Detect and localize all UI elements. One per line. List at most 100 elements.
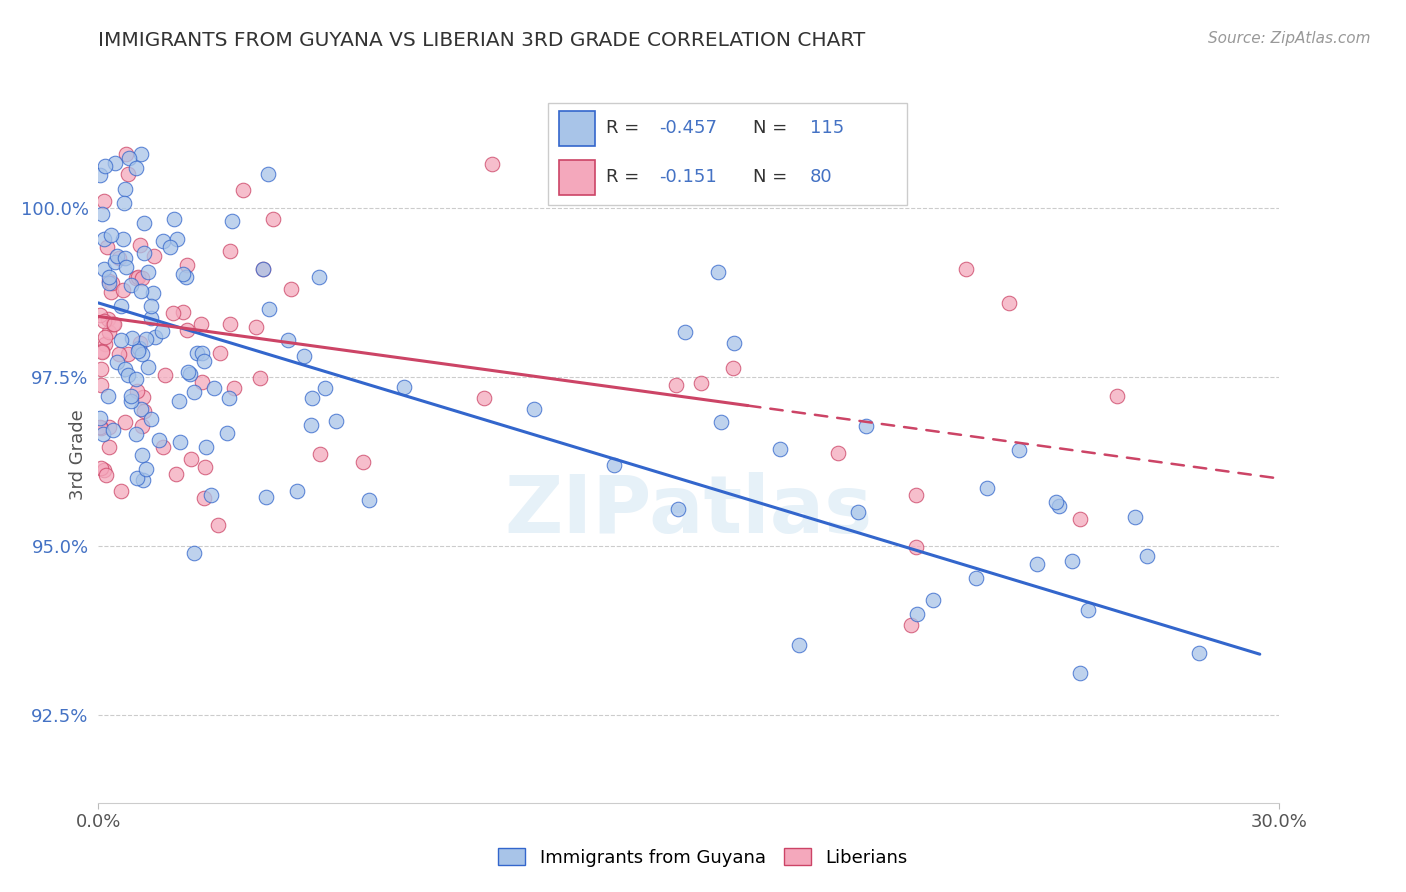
Point: [114, 252, 136, 266]
Point: [221, 214, 243, 228]
Point: [252, 262, 274, 277]
Point: [194, 459, 217, 474]
Point: [112, 283, 135, 297]
FancyBboxPatch shape: [560, 111, 595, 145]
Point: [98, 420, 121, 434]
Point: [522, 402, 544, 417]
Point: [257, 301, 280, 316]
Point: [207, 518, 229, 533]
Point: [114, 362, 136, 376]
Point: [666, 501, 689, 516]
Point: [955, 261, 977, 276]
Point: [152, 234, 174, 248]
Point: [101, 317, 124, 331]
Point: [114, 182, 136, 196]
Point: [97, 326, 120, 340]
Point: [131, 418, 153, 433]
Point: [114, 415, 136, 429]
Point: [285, 484, 308, 499]
Point: [120, 388, 142, 402]
Point: [129, 285, 152, 299]
Point: [252, 262, 274, 277]
Text: IMMIGRANTS FROM GUYANA VS LIBERIAN 3RD GRADE CORRELATION CHART: IMMIGRANTS FROM GUYANA VS LIBERIAN 3RD G…: [98, 31, 866, 50]
Point: [169, 434, 191, 449]
Point: [159, 240, 181, 254]
Point: [232, 183, 254, 197]
Point: [257, 167, 280, 181]
Point: [120, 394, 142, 409]
Point: [125, 372, 148, 386]
Point: [93, 314, 115, 328]
Point: [673, 325, 696, 339]
Point: [186, 345, 208, 359]
Point: [142, 249, 165, 263]
Point: [167, 393, 190, 408]
Point: [97, 269, 120, 284]
Point: [965, 571, 987, 585]
Point: [135, 333, 157, 347]
Point: [117, 368, 139, 383]
Point: [94, 467, 117, 482]
Point: [129, 401, 152, 416]
Point: [110, 483, 132, 498]
Point: [93, 194, 115, 208]
Point: [125, 384, 148, 398]
Y-axis label: 3rd Grade: 3rd Grade: [69, 409, 87, 500]
Point: [166, 232, 188, 246]
Point: [127, 343, 149, 358]
FancyBboxPatch shape: [560, 160, 595, 194]
Point: [90, 421, 112, 435]
Point: [789, 638, 811, 652]
Text: 80: 80: [810, 169, 832, 186]
Point: [193, 354, 215, 368]
Point: [1136, 549, 1159, 564]
Point: [325, 414, 347, 428]
Point: [132, 473, 155, 487]
Point: [208, 346, 231, 360]
Point: [104, 156, 127, 170]
Point: [136, 359, 159, 374]
Point: [900, 618, 922, 632]
Point: [90, 361, 112, 376]
Point: [100, 227, 122, 242]
Point: [224, 380, 246, 394]
Point: [93, 463, 115, 477]
Point: [152, 441, 174, 455]
Point: [118, 151, 141, 165]
Point: [1069, 665, 1091, 680]
Point: [217, 425, 239, 440]
Point: [111, 232, 134, 246]
Point: [165, 467, 187, 482]
Point: [129, 336, 152, 351]
Point: [905, 607, 928, 621]
Point: [139, 299, 162, 313]
Point: [352, 455, 374, 469]
Point: [193, 491, 215, 506]
Point: [392, 380, 415, 394]
Point: [1077, 603, 1099, 617]
Point: [180, 452, 202, 467]
Point: [1008, 443, 1031, 458]
Point: [280, 282, 302, 296]
Text: ZIPatlas: ZIPatlas: [505, 472, 873, 549]
Point: [846, 505, 869, 519]
Point: [176, 322, 198, 336]
Point: [101, 277, 124, 291]
Point: [163, 211, 186, 226]
Point: [254, 490, 277, 504]
Point: [183, 546, 205, 560]
Point: [143, 330, 166, 344]
Point: [481, 157, 503, 171]
Point: [162, 306, 184, 320]
Point: [665, 378, 688, 392]
Point: [301, 391, 323, 405]
Point: [710, 415, 733, 429]
Point: [139, 412, 162, 426]
Point: [94, 329, 117, 343]
Point: [190, 317, 212, 331]
Point: [176, 258, 198, 272]
Point: [93, 232, 115, 246]
Point: [153, 368, 176, 383]
Point: [98, 440, 121, 454]
Point: [922, 592, 945, 607]
